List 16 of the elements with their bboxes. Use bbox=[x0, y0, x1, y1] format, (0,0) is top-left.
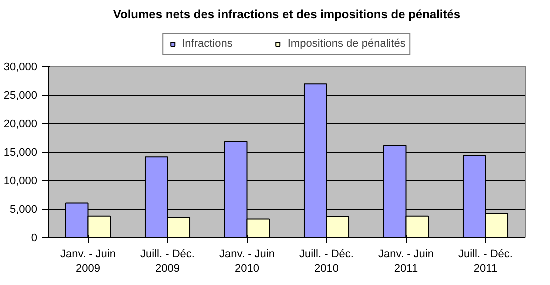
y-tick-label: 15,000 bbox=[4, 147, 38, 159]
x-tick-label: Juill. - Déc. 2011 bbox=[458, 248, 513, 275]
x-tick-label: Janv. - Juin 2010 bbox=[220, 248, 275, 275]
y-tick-label: 10,000 bbox=[4, 176, 38, 188]
y-tick-label: 0 bbox=[31, 232, 38, 244]
chart-title: Volumes nets des infractions et des impositions de pénalités bbox=[113, 8, 461, 22]
x-tick-label: Janv. - Juin 2009 bbox=[60, 248, 116, 275]
y-tick-label: 25,000 bbox=[4, 90, 38, 102]
y-tick-label: 5,000 bbox=[10, 204, 38, 216]
y-tick-label: 20,000 bbox=[4, 118, 38, 130]
x-tick-label: Janv. - Juin 2011 bbox=[378, 248, 434, 275]
legend-label: Infractions bbox=[182, 38, 233, 50]
legend-label: Impositions de pénalités bbox=[288, 38, 406, 50]
y-tick-label: 30,000 bbox=[4, 62, 38, 74]
x-tick-label: Juill. - Déc. 2009 bbox=[140, 248, 195, 275]
x-tick-label: Juill. - Déc. 2010 bbox=[300, 248, 354, 275]
